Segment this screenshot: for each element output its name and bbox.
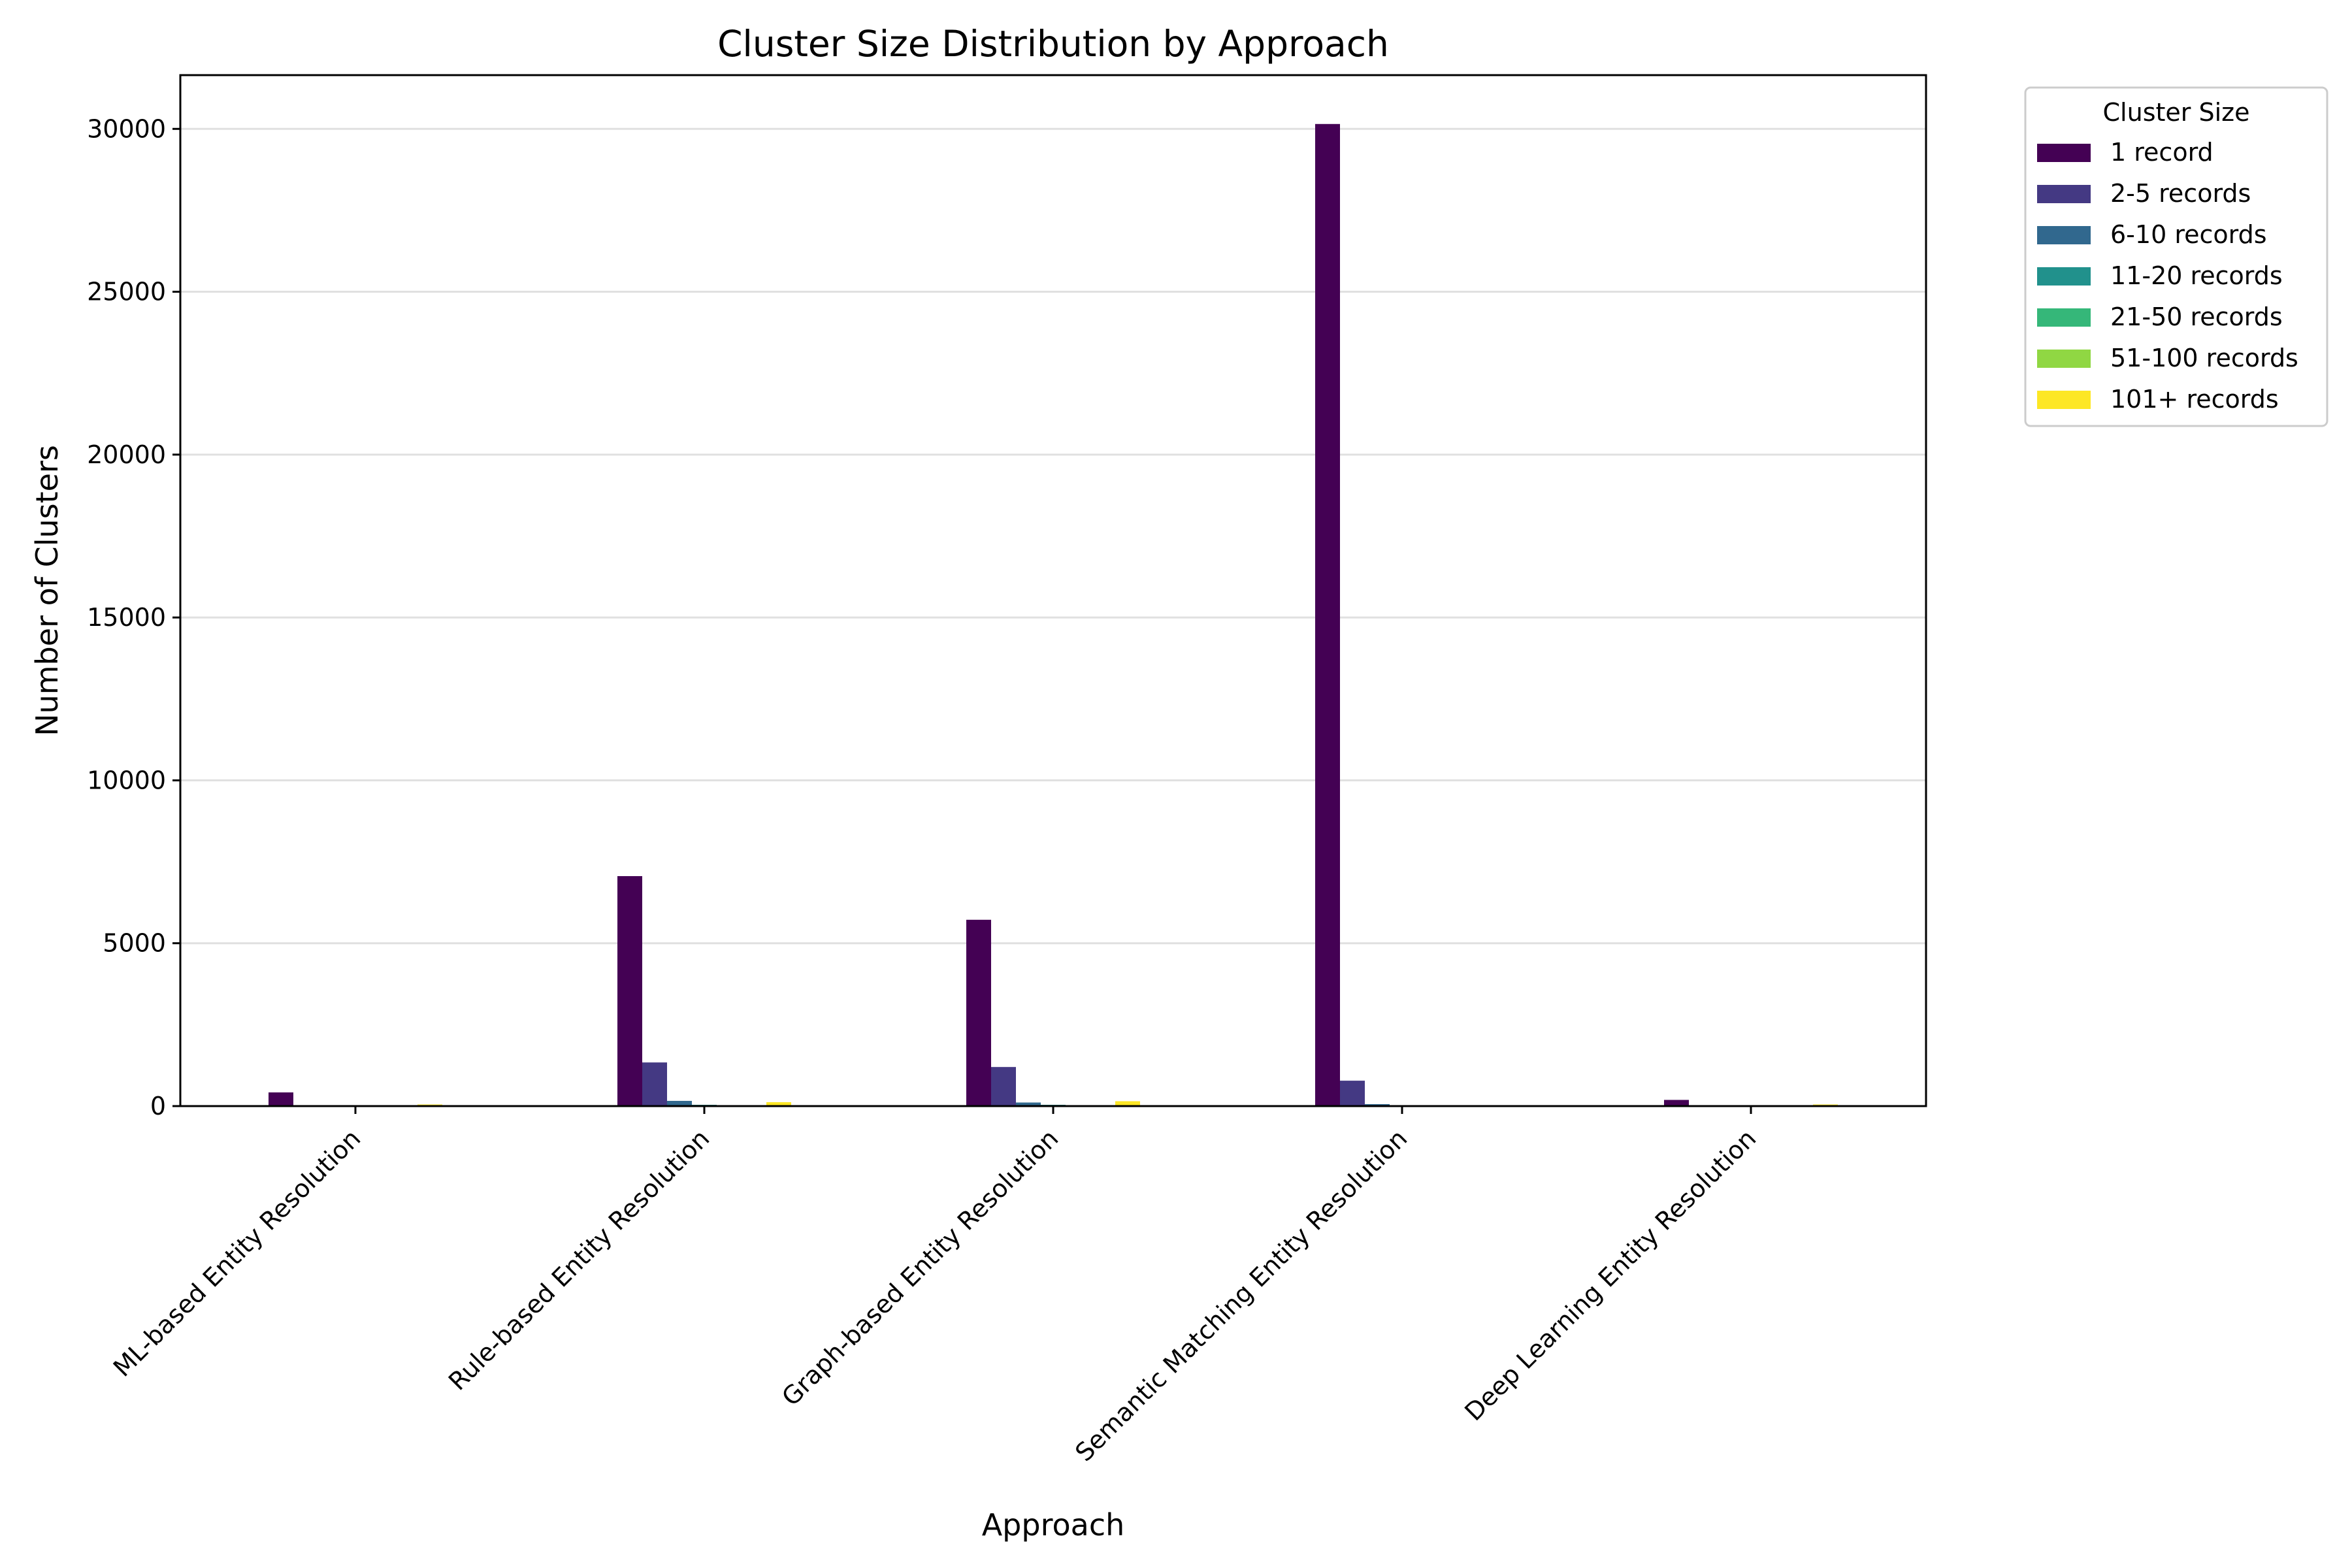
x-axis-title: Approach [982,1507,1125,1543]
legend: Cluster Size 1 record 2-5 records 6-10 rec… [2024,86,2328,427]
legend-entry-label: 2-5 records [2110,179,2251,208]
y-tick-label: 10000 [87,766,166,794]
y-tick-label: 5000 [103,929,166,958]
legend-entry-label: 21-50 records [2110,302,2283,331]
bar [1016,1102,1041,1106]
legend-swatch [2037,267,2091,286]
legend-entry-label: 11-20 records [2110,261,2283,290]
y-axis-title: Number of Clusters [29,445,65,736]
bar [642,1062,667,1106]
legend-entry-label: 6-10 records [2110,220,2267,249]
legend-swatch [2037,185,2091,203]
bar [1115,1101,1140,1106]
bars [269,123,1838,1106]
legend-title: Cluster Size [2103,98,2250,127]
legend-swatch [2037,391,2091,409]
y-tick-label: 0 [150,1092,166,1120]
legend-entry-label: 51-100 records [2110,344,2298,372]
legend-swatch [2037,144,2091,162]
legend-items: 1 record 2-5 records 6-10 records 11-20 rec… [2037,138,2298,414]
bar [966,919,991,1106]
legend-entry-label: 101+ records [2110,385,2279,414]
legend-box [2024,86,2328,427]
legend-swatch [2037,226,2091,244]
bar [991,1067,1016,1106]
y-tick-label: 25000 [87,278,166,306]
bar [269,1092,293,1106]
legend-swatch [2037,308,2091,327]
bar [1340,1081,1365,1106]
bar [766,1102,791,1106]
legend-swatch [2037,350,2091,368]
y-tick-label: 30000 [87,114,166,143]
y-axis: 0 5000 10000 15000 20000 25000 30000 [87,114,180,1120]
y-tick-label: 15000 [87,603,166,632]
bar [1664,1100,1689,1106]
chart-title: Cluster Size Distribution by Approach [717,23,1389,65]
bar [1315,123,1340,1106]
bar [617,876,642,1106]
grid-lines [180,127,1926,945]
legend-entry-label: 1 record [2110,138,2213,167]
y-tick-label: 20000 [87,440,166,469]
bar [667,1101,692,1106]
